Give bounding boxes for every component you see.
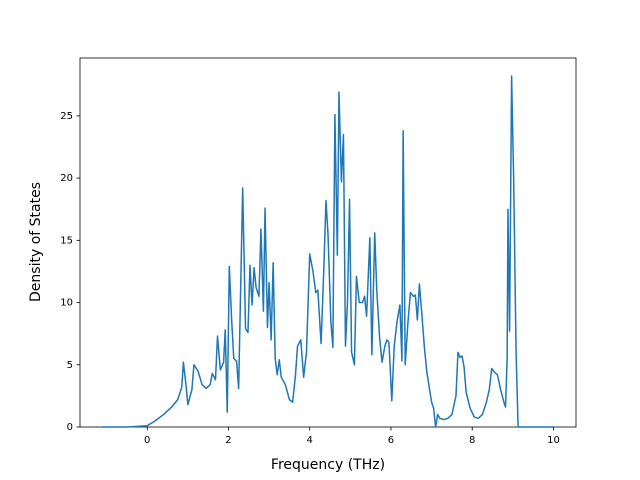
y-tick-label: 10 [60,298,73,309]
x-tick-label: 8 [469,435,475,446]
plot-frame [79,57,577,428]
x-axis-label: Frequency (THz) [271,457,385,473]
x-tick-label: 10 [547,435,560,446]
y-tick-label: 25 [60,111,73,122]
x-tick-label: 6 [388,435,394,446]
x-tick-label: 0 [144,435,150,446]
x-tick-label: 2 [225,435,231,446]
y-axis-label: Density of States [28,182,44,302]
line [102,75,554,428]
y-tick-label: 20 [60,173,73,184]
x-tick-label: 4 [307,435,313,446]
y-tick-label: 5 [67,360,73,371]
y-tick-label: 0 [67,422,73,433]
y-tick-label: 15 [60,235,73,246]
